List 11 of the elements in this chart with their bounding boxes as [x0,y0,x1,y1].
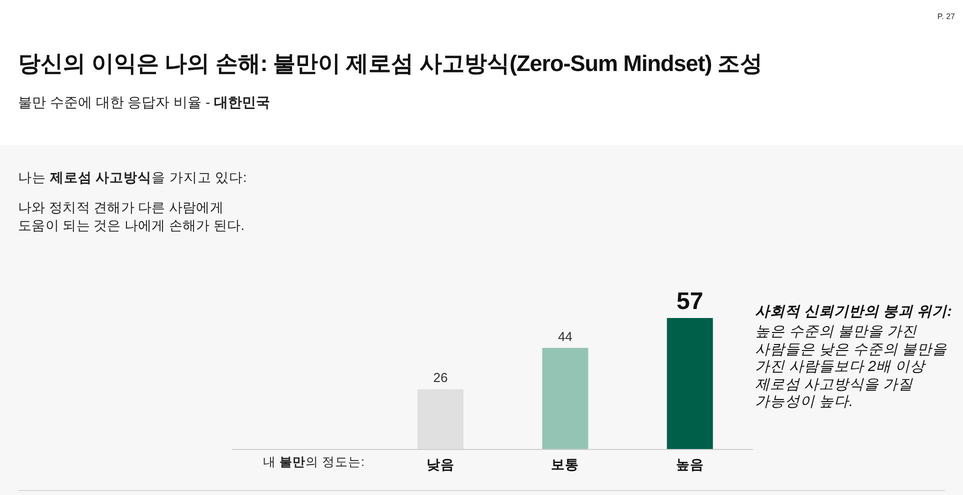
annotation: 나는 제로섬 사고방식을 가지고 있다: [18,169,247,187]
data-label: 44 [558,328,572,344]
data-label: 26 [433,370,448,386]
data-label: 57 [676,288,704,315]
subtitle: 불만 수준에 대한 응답자 비율 - 대한민국 [18,93,270,112]
annotation: 사회적 신뢰기반의 붕괴 위기: [755,303,952,322]
annotation: P. 27 [937,12,955,22]
annotation: 높은 수준의 불만을 가진 사람들은 낮은 수준의 불만을 가진 사람들보다 2배 이상 제로섬 사고방식을 가질 가능성이 높다. [755,324,948,412]
title: 당신의 이익은 나의 손해: 불만이 제로섬 사고방식(Zero-Sum Mindset) 조성 [18,50,762,78]
xlabel: 내 불만의 정도는: [263,454,364,471]
annotation: 나와 정치적 견해가 다른 사람에게 도움이 되는 것은 나에게 손해가 된다. [18,199,246,234]
